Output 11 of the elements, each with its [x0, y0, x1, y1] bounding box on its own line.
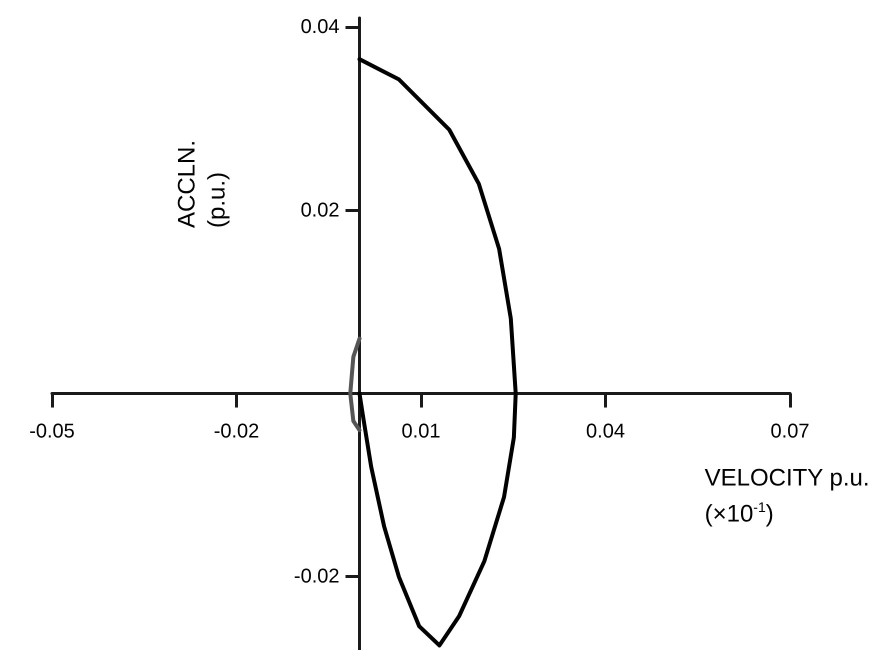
x-tick-label: -0.05 [29, 420, 75, 443]
y-tick-label: 0.02 [300, 199, 340, 222]
x-tick-label: 0.01 [402, 420, 440, 443]
x-tick-label: 0.07 [770, 420, 810, 443]
y-tick-label: 0.04 [300, 16, 340, 38]
x-tick-label: -0.02 [214, 420, 260, 443]
line-series [348, 336, 362, 432]
y-axis-title: ACCLN. (p.u.) [174, 140, 230, 228]
line-series [358, 57, 518, 648]
x-tick-label: 0.04 [586, 420, 625, 443]
y-tick-label: -0.02 [294, 566, 340, 588]
